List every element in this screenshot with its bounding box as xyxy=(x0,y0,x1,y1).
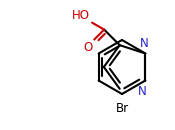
Text: HO: HO xyxy=(72,9,90,22)
Text: O: O xyxy=(83,41,92,54)
Text: N: N xyxy=(140,37,149,50)
Text: N: N xyxy=(138,84,147,98)
Text: Br: Br xyxy=(116,102,129,115)
